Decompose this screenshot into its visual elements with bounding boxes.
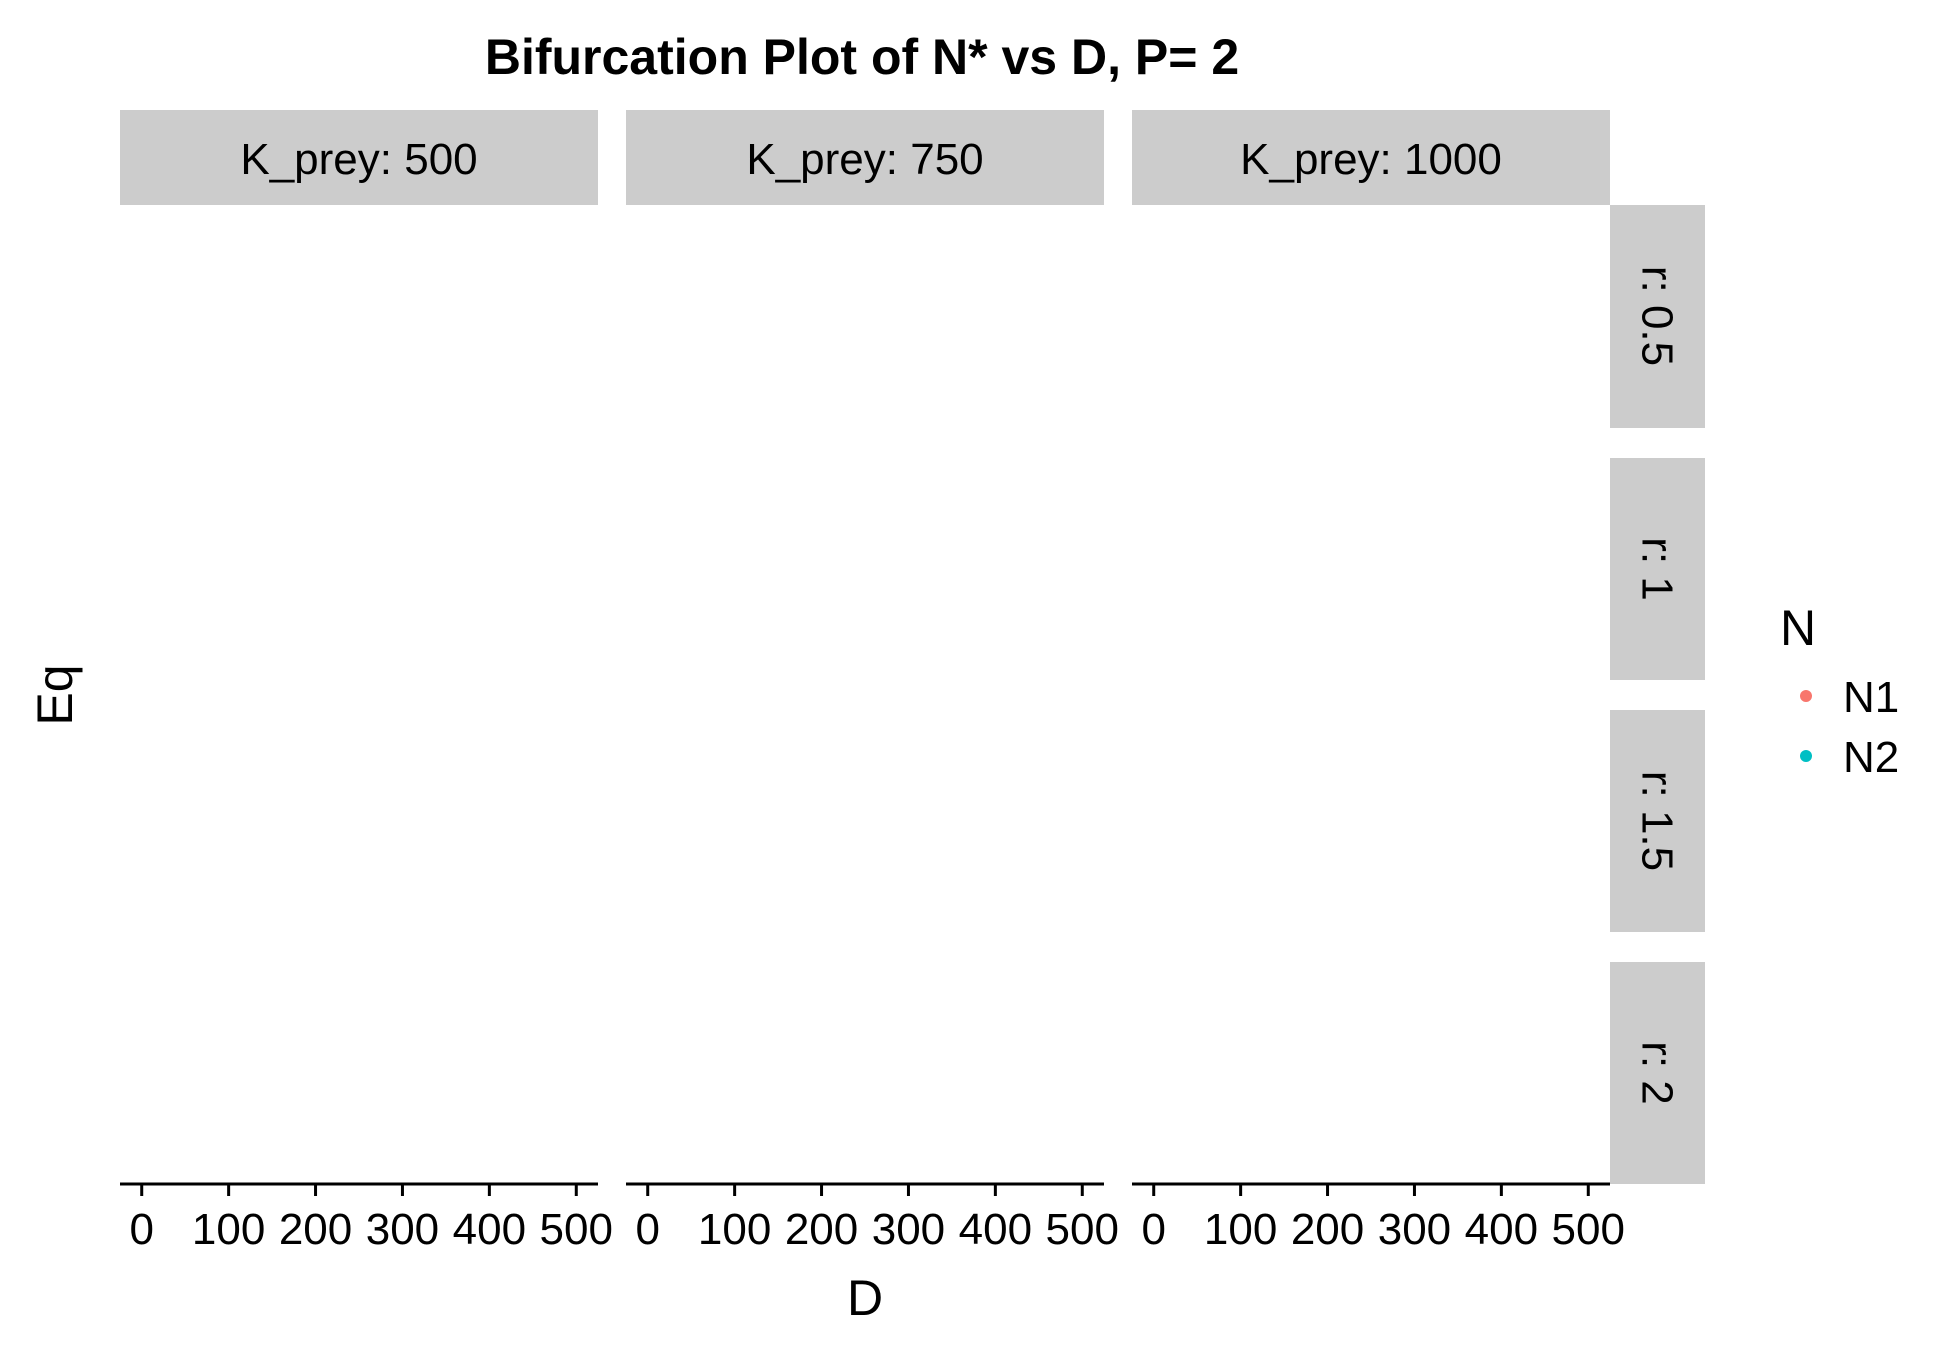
x-tick-label: 400 [453,1205,526,1254]
legend-title: N [1780,600,1816,656]
strip-background [1610,458,1705,680]
strip-r-0-5: r: 0.5 [1610,205,1705,428]
x-axis-panel-3: 0 100 200 300 400 500 [1132,1182,1625,1254]
legend-label-n1: N1 [1843,673,1899,722]
x-tick-label: 300 [872,1205,945,1254]
strip-label: r: 1.5 [1633,771,1682,871]
x-tick-label: 200 [1291,1205,1364,1254]
row-strips: r: 0.5 r: 1 r: 1.5 r: 2 [1610,205,1705,1184]
strip-kprey-500: K_prey: 500 [120,110,598,205]
x-axis-panel-1: 0 100 200 300 400 500 [120,1182,613,1254]
strip-background [1610,710,1705,932]
x-axis-title: D [847,1270,883,1326]
strip-background [1610,205,1705,428]
x-tick-label: 0 [129,1205,153,1254]
strip-r-1-5: r: 1.5 [1610,710,1705,932]
strip-label: r: 2 [1633,1041,1682,1105]
x-tick-label: 100 [698,1205,771,1254]
x-tick-label: 200 [785,1205,858,1254]
x-tick-label: 100 [192,1205,265,1254]
legend-key-n2 [1800,750,1812,762]
strip-background [1132,110,1610,205]
strip-label: K_prey: 750 [746,135,983,184]
strip-label: r: 0.5 [1633,266,1682,366]
x-tick-label: 200 [279,1205,352,1254]
strip-background [1610,962,1705,1184]
strip-r-1: r: 1 [1610,458,1705,680]
x-tick-label: 0 [1141,1205,1165,1254]
x-axis-panel-2: 0 100 200 300 400 500 [626,1182,1119,1254]
legend-label-n2: N2 [1843,733,1899,782]
x-tick-label: 300 [366,1205,439,1254]
chart-title: Bifurcation Plot of N* vs D, P= 2 [485,29,1239,85]
legend-item-n2: N2 [1800,733,1899,782]
strip-background [120,110,598,205]
strip-label: K_prey: 500 [240,135,477,184]
strip-background [626,110,1104,205]
x-tick-label: 0 [635,1205,659,1254]
strip-label: K_prey: 1000 [1240,135,1502,184]
strip-kprey-1000: K_prey: 1000 [1132,110,1610,205]
x-tick-label: 500 [1046,1205,1119,1254]
x-tick-label: 400 [1465,1205,1538,1254]
x-tick-label: 300 [1378,1205,1451,1254]
column-strips: K_prey: 500 K_prey: 750 K_prey: 1000 [120,110,1610,205]
x-axes: 0 100 200 300 400 500 0 100 200 300 400 500 0 100 200 3… [120,1182,1625,1254]
strip-r-2: r: 2 [1610,962,1705,1184]
x-tick-label: 400 [959,1205,1032,1254]
y-axis-title: Eq [27,664,83,725]
x-tick-label: 500 [540,1205,613,1254]
legend-item-n1: N1 [1800,673,1899,722]
strip-kprey-750: K_prey: 750 [626,110,1104,205]
x-tick-label: 100 [1204,1205,1277,1254]
x-tick-label: 500 [1552,1205,1625,1254]
legend-key-n1 [1800,690,1812,702]
strip-label: r: 1 [1633,537,1682,601]
legend: N N1 N2 [1780,600,1899,782]
